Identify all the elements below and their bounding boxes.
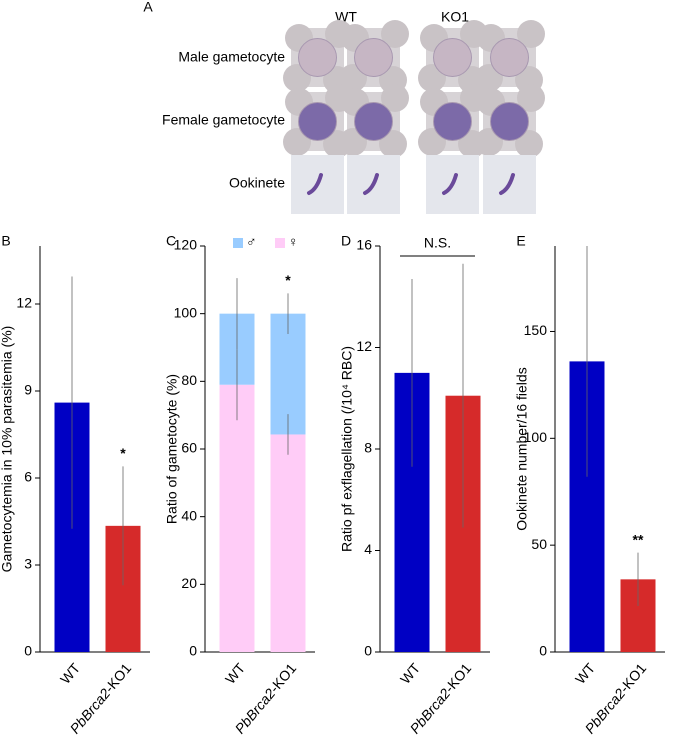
cell — [379, 130, 407, 158]
y-tick-label: 12 — [16, 295, 32, 311]
row-label: Male gametocyte — [178, 49, 285, 65]
ookinete — [363, 173, 379, 195]
ookinete — [499, 173, 515, 195]
cell — [381, 84, 409, 112]
y-tick-label: 60 — [181, 440, 197, 456]
micrographs — [283, 20, 545, 214]
y-tick-label: 100 — [174, 304, 198, 320]
y-tick-label: 0 — [539, 643, 547, 659]
y-tick-label: 0 — [364, 643, 372, 659]
legend-swatch — [275, 238, 285, 248]
y-tick-label: 16 — [356, 237, 372, 253]
legend-swatch — [233, 238, 243, 248]
bar-segment — [219, 384, 255, 652]
row-label: Female gametocyte — [162, 112, 285, 128]
y-axis-label: Ratio of gametocyte (%) — [164, 374, 180, 524]
cell — [354, 102, 393, 141]
y-axis-label: Ookinete number/16 fields — [514, 367, 530, 530]
y-tick-label: 40 — [181, 507, 197, 523]
panel-label: C — [166, 233, 176, 249]
bar-segment — [270, 434, 306, 652]
y-tick-label: 50 — [531, 536, 547, 552]
panel-label: A — [143, 0, 153, 15]
y-tick-label: 20 — [181, 575, 197, 591]
cell — [433, 38, 472, 77]
x-tick-label: WT — [572, 660, 599, 687]
panel-label: B — [1, 233, 10, 249]
annotation: N.S. — [424, 235, 451, 251]
column-label: KO1 — [441, 9, 469, 25]
panel-label: D — [341, 233, 351, 249]
y-tick-label: 12 — [356, 338, 372, 354]
y-tick-label: 150 — [524, 322, 548, 338]
y-tick-label: 9 — [24, 382, 32, 398]
y-tick-label: 6 — [24, 469, 32, 485]
y-axis-label: Gametocytemia in 10% parasitemia (%) — [0, 326, 15, 573]
ookinete — [307, 173, 323, 195]
legend-label: ♀ — [288, 234, 299, 250]
annotation: * — [120, 445, 126, 461]
cell — [298, 38, 337, 77]
y-tick-label: 0 — [24, 643, 32, 659]
y-tick-label: 4 — [364, 541, 372, 557]
cell — [298, 102, 337, 141]
y-axis-label: Ratio pf exflagellation (/10⁴ RBC) — [339, 346, 355, 552]
y-tick-label: 3 — [24, 556, 32, 572]
legend-label: ♂ — [246, 234, 257, 250]
y-tick-label: 80 — [181, 372, 197, 388]
row-label: Ookinete — [229, 175, 285, 191]
y-tick-label: 100 — [524, 429, 548, 445]
cell — [490, 102, 529, 141]
cell — [433, 102, 472, 141]
x-tick-label: WT — [397, 660, 424, 687]
y-tick-label: 8 — [364, 440, 372, 456]
ookinete — [442, 173, 458, 195]
x-tick-label: WT — [222, 660, 249, 687]
y-tick-label: 120 — [174, 237, 198, 253]
cell — [517, 84, 545, 112]
x-tick-label: WT — [57, 660, 84, 687]
cell — [515, 130, 543, 158]
y-tick-label: 0 — [189, 643, 197, 659]
annotation: ** — [633, 531, 644, 547]
panel-label: E — [516, 233, 525, 249]
cell — [354, 38, 393, 77]
cell — [490, 38, 529, 77]
cell — [517, 20, 545, 48]
cell — [381, 20, 409, 48]
annotation: * — [285, 272, 291, 288]
